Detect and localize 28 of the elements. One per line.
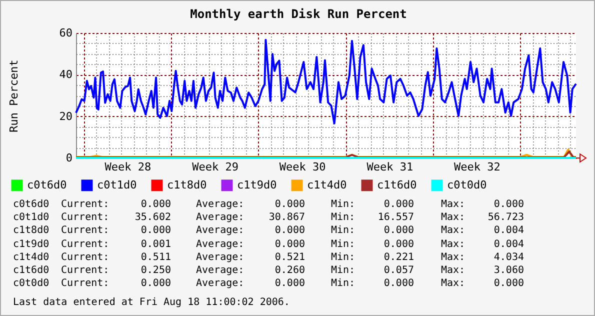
x-tick-label: Week 32 bbox=[454, 160, 500, 174]
text: c1t4d0 Current: 0.511 Average: 0.521 Min: 0.221 Max: 4.034 bbox=[13, 252, 524, 263]
legend-label: c1t8d0 bbox=[167, 178, 207, 192]
text: c0t1d0 Current: 35.602 Average: 30.867 Min: 16.557 Max: 56.723 bbox=[13, 212, 524, 224]
x-tick-label: Week 28 bbox=[104, 160, 152, 174]
text: c1t6d0 Current: 0.250 Average: 0.260 Min: 0.057 Max: 3.060 bbox=[13, 265, 524, 276]
x-tick-label: Week 30 bbox=[279, 160, 326, 174]
text: c1t8d0 Current: 0.000 Average: 0.000 Min: 0.000 Max: 0.004 bbox=[13, 225, 524, 236]
line-series bbox=[75, 38, 577, 124]
x-tick-label: Week 31 bbox=[366, 160, 414, 174]
legend-label: c0t6d0 bbox=[27, 178, 67, 192]
y-tick-label: 20 bbox=[59, 110, 72, 123]
legend-label: c1t4d0 bbox=[307, 178, 347, 192]
legend-label: c1t6d0 bbox=[377, 178, 417, 192]
text: c1t9d0 Current: 0.001 Average: 0.000 Min: 0.000 Max: 0.004 bbox=[13, 238, 524, 250]
y-tick-label: 40 bbox=[59, 68, 72, 82]
line-series bbox=[75, 148, 577, 158]
chart-title: Monthly earth Disk Run Percent bbox=[189, 7, 408, 21]
text: Last data entered at Fri Aug 18 11:00:02 2006. bbox=[13, 297, 290, 308]
text: c0t6d0 Current: 0.000 Average: 0.000 Min: 0.000 Max: 0.000 bbox=[13, 199, 524, 210]
text: c0t0d0 Current: 0.000 Average: 0.000 Min: 0.000 Max: 0.000 bbox=[13, 278, 524, 290]
y-tick-label: 60 bbox=[59, 26, 72, 40]
y-tick-label: 0 bbox=[66, 152, 72, 164]
y-axis-title: Run Percent bbox=[8, 60, 20, 132]
legend-label: c0t1d0 bbox=[97, 178, 137, 192]
legend-label: c0t0d0 bbox=[447, 178, 487, 192]
x-tick-label: Week 29 bbox=[192, 160, 238, 174]
legend-label: c1t9d0 bbox=[237, 178, 277, 192]
